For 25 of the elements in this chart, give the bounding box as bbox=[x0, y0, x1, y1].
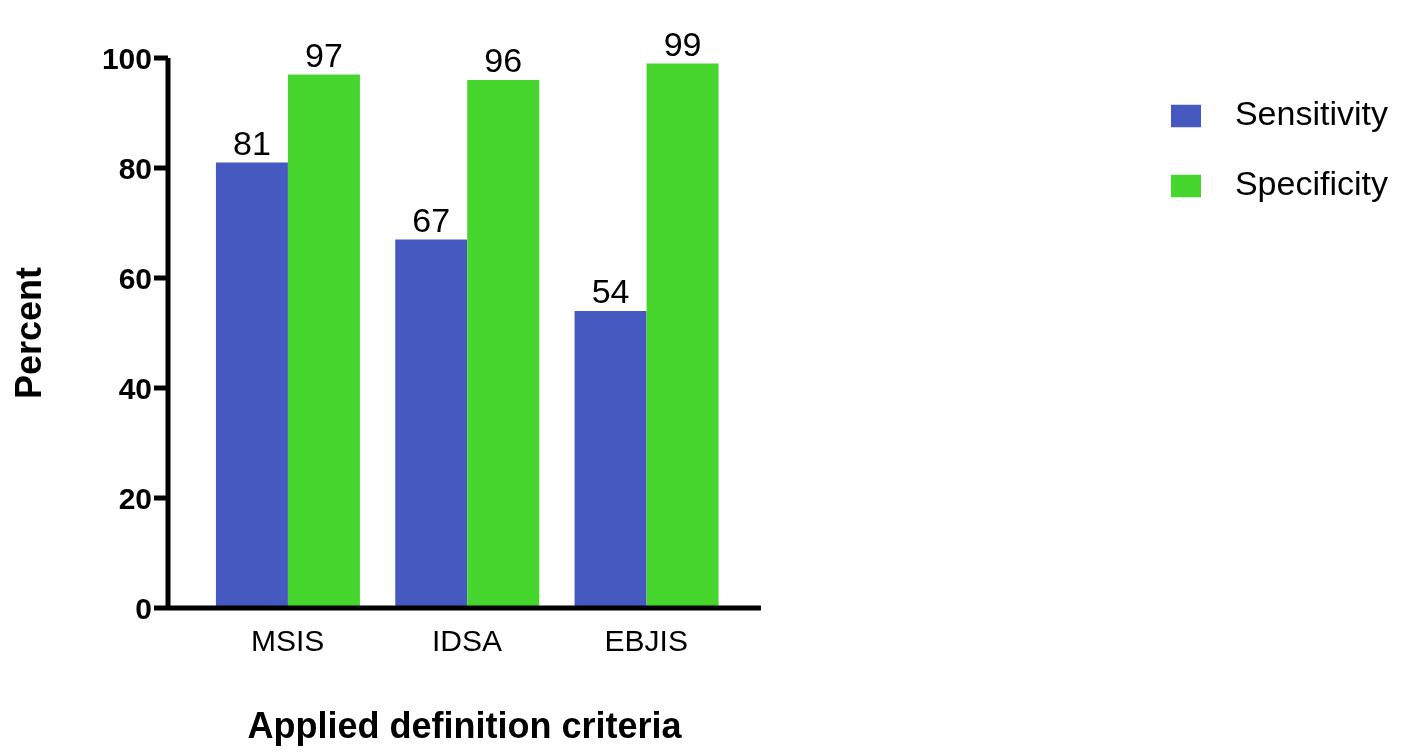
bar bbox=[287, 74, 360, 608]
y-axis-title: Percent bbox=[7, 266, 49, 400]
data-label: 97 bbox=[305, 35, 343, 74]
data-label: 81 bbox=[233, 123, 271, 162]
y-tick-label: 100 bbox=[101, 41, 152, 75]
data-label: 54 bbox=[591, 272, 630, 310]
y-tick-label: 40 bbox=[118, 371, 152, 405]
x-tick-label: MSIS bbox=[250, 624, 325, 658]
data-label: 99 bbox=[663, 24, 702, 63]
data-label: 96 bbox=[484, 41, 523, 79]
data-label: 67 bbox=[412, 200, 451, 239]
legend-label: Specificity bbox=[1234, 164, 1388, 202]
bar bbox=[215, 162, 288, 608]
legend-label: Sensitivity bbox=[1234, 94, 1388, 132]
x-axis-title: Applied definition criteria bbox=[247, 705, 683, 746]
x-tick-label: EBJIS bbox=[604, 624, 688, 658]
y-tick-label: 80 bbox=[118, 151, 152, 185]
y-tick-label: 20 bbox=[118, 481, 152, 515]
bar bbox=[646, 63, 719, 608]
y-tick-label: 0 bbox=[135, 591, 152, 625]
y-tick-label: 60 bbox=[118, 261, 152, 295]
bar bbox=[395, 239, 468, 608]
x-tick-label: IDSA bbox=[431, 624, 502, 658]
bar bbox=[574, 311, 647, 608]
bar bbox=[467, 80, 540, 608]
